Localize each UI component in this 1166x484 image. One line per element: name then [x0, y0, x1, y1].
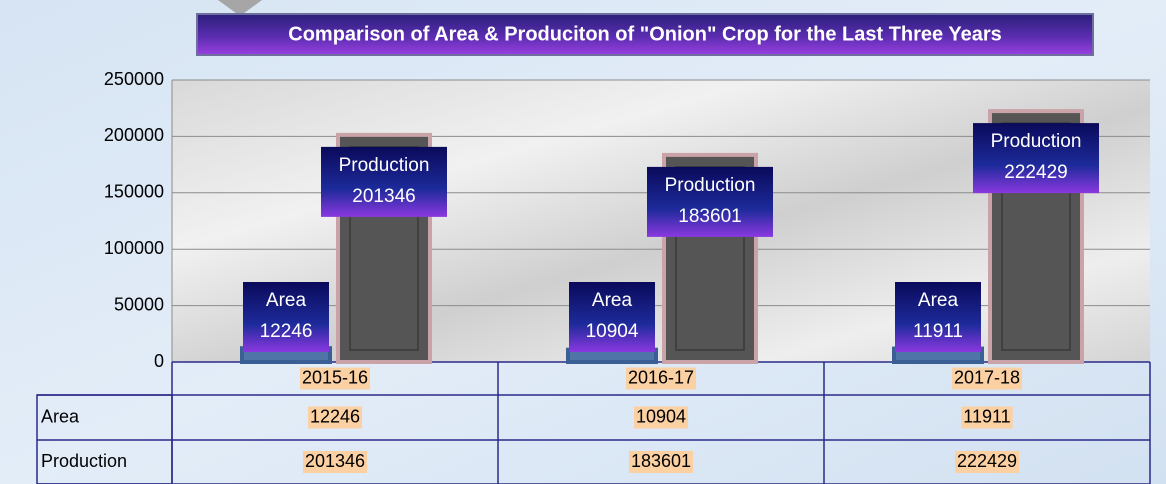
data-label-name: Production — [339, 155, 430, 176]
cell-highlight — [628, 451, 694, 473]
cell-highlight — [625, 367, 697, 390]
table-cell: 2016-17 — [628, 367, 694, 387]
y-tick-label: 50000 — [114, 294, 164, 314]
cell-highlight — [633, 406, 689, 429]
data-label-box — [973, 123, 1099, 194]
data-label-name: Area — [592, 290, 633, 311]
row-header: Production — [41, 451, 127, 471]
y-tick-label: 250000 — [104, 69, 164, 89]
title-box — [196, 13, 1094, 56]
data-label-name: Production — [991, 131, 1082, 152]
table-cell: 2015-16 — [302, 367, 368, 387]
data-label-value: 12246 — [260, 321, 313, 342]
table-cell: 2017-18 — [954, 367, 1020, 387]
data-label-value: 222429 — [1004, 162, 1067, 183]
row-header: Area — [41, 406, 80, 426]
data-label-value: 201346 — [352, 186, 415, 207]
pointer-shape — [218, 0, 262, 16]
data-label-value: 10904 — [586, 321, 639, 342]
data-label-name: Area — [266, 290, 307, 311]
cell-highlight — [961, 406, 1013, 429]
table-cell: 222429 — [957, 451, 1017, 471]
table-cell: 201346 — [305, 451, 365, 471]
cell-highlight — [951, 367, 1023, 390]
data-label-box — [243, 282, 329, 352]
data-label-box — [895, 282, 981, 352]
table-cell: 183601 — [631, 451, 691, 471]
chart-title: Comparison of Area & Produciton of "Onio… — [288, 23, 1002, 45]
data-label-box — [321, 146, 447, 217]
cell-highlight — [299, 367, 371, 390]
y-tick-label: 0 — [154, 351, 164, 371]
table-cell: 12246 — [310, 406, 360, 426]
data-label-box — [569, 282, 655, 352]
data-label-value: 11911 — [913, 321, 963, 342]
data-label-value: 183601 — [678, 206, 741, 227]
data-label-name: Area — [918, 290, 959, 311]
y-tick-label: 200000 — [104, 125, 164, 145]
y-tick-label: 150000 — [104, 182, 164, 202]
cell-highlight — [954, 451, 1020, 473]
table-cell: 11911 — [963, 406, 1010, 426]
y-tick-label: 100000 — [104, 238, 164, 258]
cell-highlight — [307, 406, 363, 429]
data-label-name: Production — [665, 175, 756, 196]
table-cell: 10904 — [636, 406, 686, 426]
data-label-box — [647, 166, 773, 237]
cell-highlight — [302, 451, 368, 473]
